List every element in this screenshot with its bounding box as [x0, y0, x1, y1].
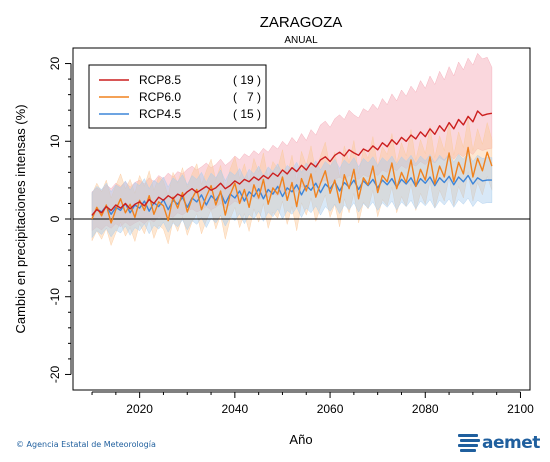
- x-tick-label: 2060: [317, 402, 344, 416]
- y-tick-label: 20: [48, 57, 62, 71]
- series-line-rcp60: [91, 146, 493, 224]
- y-tick-label: 10: [48, 134, 62, 148]
- aemet-logo-text: aemet: [482, 433, 540, 453]
- x-tick-label: 2020: [126, 402, 153, 416]
- y-tick-label: -20: [48, 365, 62, 383]
- y-tick-label: 0: [48, 215, 62, 222]
- legend-label: RCP8.5: [139, 73, 181, 87]
- x-axis-label: Año: [289, 432, 312, 447]
- legend-count: ( 15 ): [233, 107, 261, 121]
- aemet-logo-icon: [458, 434, 480, 452]
- chart-title: ZARAGOZA: [260, 14, 343, 31]
- legend-count: ( 7 ): [233, 90, 261, 104]
- legend: RCP8.5 ( 19 ) RCP6.0 ( 7 ) RCP4.5 ( 15 ): [88, 64, 267, 129]
- legend-label: RCP4.5: [139, 107, 181, 121]
- y-axis-label: Cambio en precipitaciones intensas (%): [13, 104, 28, 333]
- series-line-rcp45: [91, 174, 492, 217]
- uncertainty-bands: [91, 53, 493, 247]
- legend-label: RCP6.0: [139, 90, 181, 104]
- series-line-rcp85: [91, 110, 493, 216]
- series-lines: [91, 110, 493, 224]
- aemet-logo: aemet: [458, 432, 540, 454]
- x-tick-label: 2080: [412, 402, 439, 416]
- plot-frame: [72, 47, 531, 391]
- chart-subtitle: ANUAL: [284, 35, 318, 46]
- x-tick-label: 2040: [222, 402, 249, 416]
- y-axis: -20 -10 0 10 20: [48, 57, 72, 383]
- legend-count: ( 19 ): [233, 73, 261, 87]
- x-axis: 2020 2040 2060 2080 2100: [91, 391, 534, 416]
- y-tick-label: -10: [48, 288, 62, 306]
- x-tick-label: 2100: [507, 402, 534, 416]
- copyright-text: © Agencia Estatal de Meteorología: [16, 440, 156, 449]
